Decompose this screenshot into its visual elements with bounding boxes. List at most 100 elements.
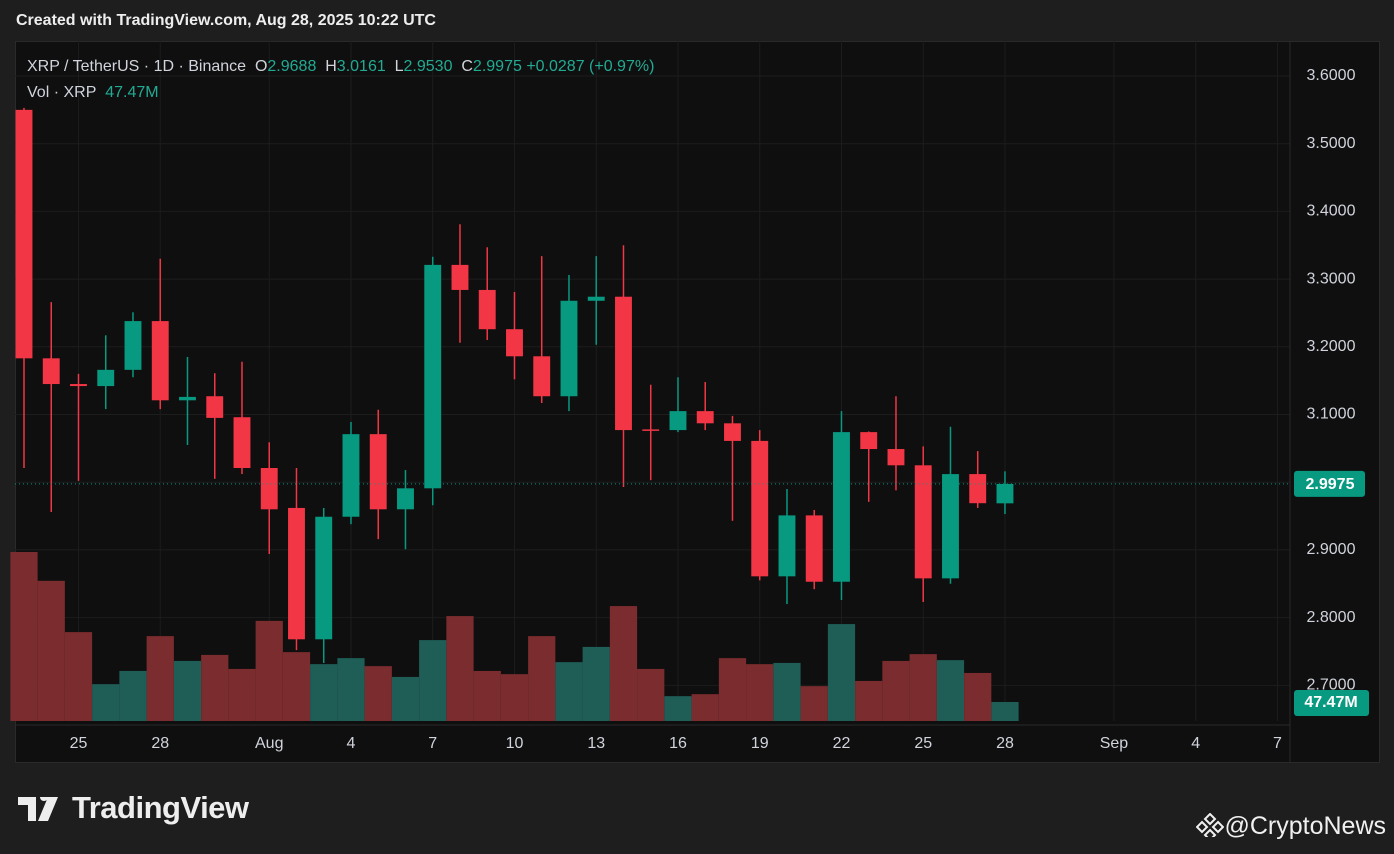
x-tick-label: 25 <box>914 735 932 752</box>
candle-body <box>451 264 469 290</box>
credit-logo <box>1196 812 1225 842</box>
candle-body <box>615 296 632 431</box>
candle-body <box>179 396 196 401</box>
y-tick-label: 3.2000 <box>1307 338 1356 355</box>
volume-bar <box>37 580 65 721</box>
x-tick-label: 25 <box>70 735 88 752</box>
volume-bar <box>991 701 1019 721</box>
x-tick-label: Sep <box>1100 735 1129 752</box>
candle-body <box>15 109 33 359</box>
volume-bar <box>10 552 38 721</box>
x-tick-label: 4 <box>1191 735 1200 752</box>
y-tick-label: 3.6000 <box>1307 67 1356 84</box>
high-value: 3.0161 <box>336 58 386 75</box>
volume-bar <box>92 684 120 721</box>
candle-body <box>669 411 687 431</box>
candle-body <box>642 429 660 431</box>
last-price-badge <box>1294 470 1365 497</box>
candle-body <box>151 321 169 401</box>
volume-bar <box>173 660 202 721</box>
x-tick-label: 10 <box>506 735 524 752</box>
brand-logo <box>18 797 58 821</box>
x-tick-label: 22 <box>833 735 851 752</box>
candle-body <box>560 300 578 397</box>
x-tick-label: 19 <box>751 735 769 752</box>
volume-bar <box>337 658 365 721</box>
candle-body <box>206 396 224 418</box>
y-tick-label: 2.7000 <box>1307 677 1356 694</box>
close-label: C <box>461 58 473 75</box>
x-tick-label: 13 <box>587 735 605 752</box>
volume-bar <box>936 660 965 721</box>
volume-bar <box>664 696 692 721</box>
header-title: Created with TradingView.com, Aug 28, 20… <box>16 12 436 29</box>
symbol: XRP / TetherUS · 1D · Binance <box>27 58 247 75</box>
candle-body <box>914 465 932 579</box>
candle-body <box>751 440 769 577</box>
volume-bar <box>827 624 856 721</box>
volume-bar <box>364 666 392 721</box>
y-tick-label: 2.8000 <box>1307 609 1356 626</box>
y-tick-label: 2.9000 <box>1307 541 1356 558</box>
candle-body <box>424 264 442 489</box>
volume-bar <box>855 680 883 721</box>
y-tick-label: 3.1000 <box>1307 406 1356 423</box>
y-tick-label: 3.3000 <box>1307 270 1356 287</box>
candle-body <box>587 296 605 301</box>
candle-body <box>342 434 360 517</box>
last-volume-badge <box>1294 689 1369 716</box>
x-tick-label: 28 <box>996 735 1014 752</box>
low-label: L <box>394 58 404 75</box>
candle-body <box>233 417 251 468</box>
candle-body <box>969 474 987 504</box>
volume-bar <box>391 676 420 721</box>
candle-body <box>70 384 87 387</box>
volume-bar <box>282 652 311 721</box>
candle-body <box>860 432 878 450</box>
brand-text: TradingView <box>72 790 249 825</box>
candle-body <box>97 369 115 387</box>
volume-label: Vol · XRP <box>27 84 97 101</box>
candle-body <box>369 434 387 510</box>
candle-body <box>833 432 850 582</box>
volume-bar <box>582 646 610 721</box>
volume-bar <box>691 694 719 721</box>
brand: TradingView <box>18 790 249 826</box>
volume-bar <box>882 660 910 721</box>
x-tick-label: 28 <box>151 735 169 752</box>
candle-body <box>805 515 823 582</box>
volume-bar <box>746 664 774 721</box>
candle-body <box>887 449 905 466</box>
open-label: O <box>254 58 268 75</box>
volume-bar <box>964 672 992 721</box>
volume-bar <box>637 668 665 721</box>
volume-bar <box>718 658 747 721</box>
candle-body <box>696 411 714 424</box>
x-tick-label: 4 <box>347 735 356 752</box>
candle-body <box>778 515 796 577</box>
high-label: H <box>325 58 337 75</box>
volume-value: 47.47M <box>105 84 159 101</box>
candle-body <box>942 474 959 579</box>
volume-bar <box>146 636 174 721</box>
volume-bar <box>64 632 93 721</box>
volume-bar <box>201 654 229 721</box>
volume-legend: Vol · XRP 47.47M <box>27 80 654 106</box>
close-value: 2.9975 <box>472 58 522 75</box>
volume-bar <box>528 636 556 721</box>
candle-body <box>315 516 333 640</box>
x-tick-label: 16 <box>669 735 687 752</box>
volume-bar <box>609 606 638 721</box>
open-value: 2.9688 <box>267 58 317 75</box>
credit-text: @CryptoNews <box>1224 812 1386 840</box>
low-value: 2.9530 <box>403 58 453 75</box>
candle-body <box>260 467 278 510</box>
change-value: +0.0287 (+0.97%) <box>526 58 655 75</box>
candle-body <box>724 423 741 441</box>
volume-bar <box>800 686 828 721</box>
candle-body <box>996 483 1014 504</box>
volume-bar <box>119 670 147 721</box>
volume-bar <box>446 616 474 721</box>
candle-body <box>288 507 305 640</box>
